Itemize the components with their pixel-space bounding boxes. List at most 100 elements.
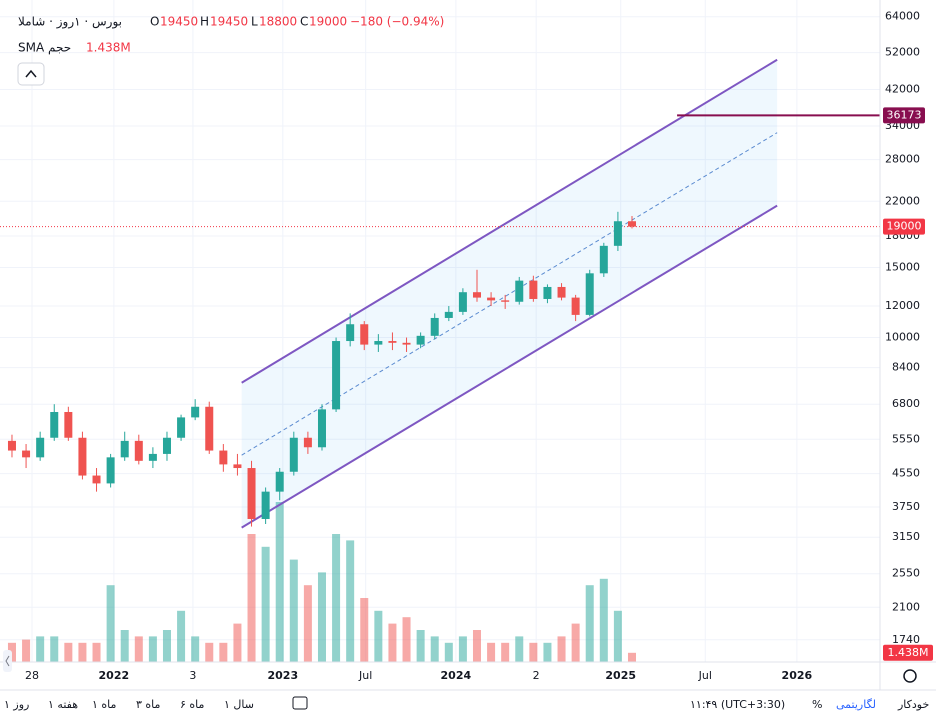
o-value: 19450: [160, 15, 198, 29]
volume-bar: [416, 630, 425, 662]
volume-bar: [162, 630, 171, 662]
y-tick-label: 2550: [892, 567, 920, 580]
y-tick-label: 5550: [892, 432, 920, 445]
volume-bar: [529, 642, 538, 662]
l-label: L: [251, 15, 258, 29]
x-tick-label: 28: [25, 669, 39, 682]
collapse-button[interactable]: [17, 62, 45, 86]
volume-bar: [120, 630, 129, 662]
x-tick-label: Jul: [358, 669, 372, 682]
volume-label: 1.438M: [888, 646, 929, 659]
volume-bar: [472, 630, 481, 662]
indicator-value: 1.438M: [86, 41, 131, 55]
candle-body: [247, 468, 256, 519]
range-button[interactable]: سال ۱: [224, 698, 254, 711]
candle-body: [543, 286, 552, 299]
settings-icon[interactable]: [903, 669, 917, 683]
last-price-box: [883, 218, 925, 235]
y-tick-label: 64000: [885, 10, 920, 23]
scroll-handle[interactable]: [3, 650, 12, 672]
candle-body: [317, 409, 326, 448]
o-label: O: [150, 15, 159, 29]
change: −180 (−0.94%): [350, 15, 444, 29]
volume-bar: [585, 585, 594, 662]
ray-price-box: [883, 107, 925, 124]
auto-toggle[interactable]: خودکار: [897, 698, 929, 711]
volume-bar: [64, 642, 73, 662]
candle-body: [50, 411, 59, 438]
candle-body: [148, 453, 157, 461]
volume-bar: [374, 610, 383, 662]
symbol: بورس · ۱روز · شاملا: [18, 15, 122, 30]
range-button[interactable]: ماه ۳: [136, 698, 161, 711]
x-tick-label: 2022: [99, 669, 130, 682]
y-tick-label: 6800: [892, 397, 920, 410]
volume-bar: [501, 642, 510, 662]
y-tick-label: 52000: [885, 46, 920, 59]
volume-bar: [191, 636, 200, 662]
volume-bar: [78, 642, 87, 662]
y-tick-label: 3750: [892, 500, 920, 513]
y-tick-label: 15000: [885, 260, 920, 273]
c-label: C: [300, 15, 308, 29]
calendar-icon[interactable]: [292, 696, 308, 710]
scroll-left[interactable]: [3, 650, 12, 672]
percent-toggle[interactable]: %: [812, 698, 822, 711]
candle-body: [585, 273, 594, 315]
range-button[interactable]: هفته ۱: [48, 698, 78, 711]
x-tick-label: 2023: [267, 669, 298, 682]
candle-body: [205, 406, 214, 451]
volume-bar: [261, 546, 270, 662]
y-tick-label: 1740: [892, 633, 920, 646]
candle-body: [7, 440, 16, 451]
candle-body: [557, 286, 566, 298]
legend-header: بورس · ۱روز · شاملا O 19450 H 19450 L 18…: [17, 15, 444, 86]
candle-body: [388, 341, 397, 343]
volume-bar: [233, 623, 242, 662]
candle-body: [430, 317, 439, 336]
range-button[interactable]: ماه ۱: [92, 698, 117, 711]
l-value: 18800: [259, 15, 297, 29]
y-tick-label: 4550: [892, 467, 920, 480]
volume-bar: [177, 610, 186, 662]
candle-body: [64, 411, 73, 438]
candle-body: [444, 311, 453, 318]
x-tick-label: Jul: [698, 669, 712, 682]
volume-layer: [7, 502, 636, 662]
candle-body: [233, 464, 242, 469]
volume-bar: [444, 642, 453, 662]
volume-bar: [487, 642, 496, 662]
candle-body: [599, 245, 608, 274]
c-value: 19000: [309, 15, 347, 29]
volume-box: [883, 644, 933, 661]
volume-bar: [205, 642, 214, 662]
bottom-toolbar: ۱۱:۴۹ (UTC+3:30) % لگاریتمی خودکار روز ۱…: [4, 696, 929, 711]
y-tick-label: 3150: [892, 530, 920, 543]
candle-body: [416, 335, 425, 345]
volume-bar: [36, 636, 45, 662]
candle-body: [289, 437, 298, 472]
log-toggle[interactable]: لگاریتمی: [836, 698, 876, 711]
volume-bar: [303, 585, 312, 662]
volume-bar: [7, 642, 16, 662]
y-tick-label: 2100: [892, 600, 920, 613]
x-tick-label: 2: [533, 669, 540, 682]
candle-body: [78, 437, 87, 476]
volume-bar: [50, 636, 59, 662]
last-price-label: 19000: [887, 220, 922, 233]
volume-bar: [317, 572, 326, 662]
volume-bar: [458, 636, 467, 662]
ray-price-label: 36173: [887, 108, 922, 121]
range-button[interactable]: روز ۱: [4, 698, 29, 711]
candle-body: [374, 341, 383, 345]
volume-bar: [22, 639, 31, 662]
volume-bar: [332, 534, 341, 662]
time: ۱۱:۴۹ (UTC+3:30): [690, 698, 785, 711]
volume-bar: [92, 642, 101, 662]
candle-body: [515, 280, 524, 302]
grid: [0, 0, 880, 662]
volume-bar: [613, 610, 622, 662]
x-tick-label: 2026: [782, 669, 813, 682]
range-button[interactable]: ماه ۶: [180, 698, 205, 711]
